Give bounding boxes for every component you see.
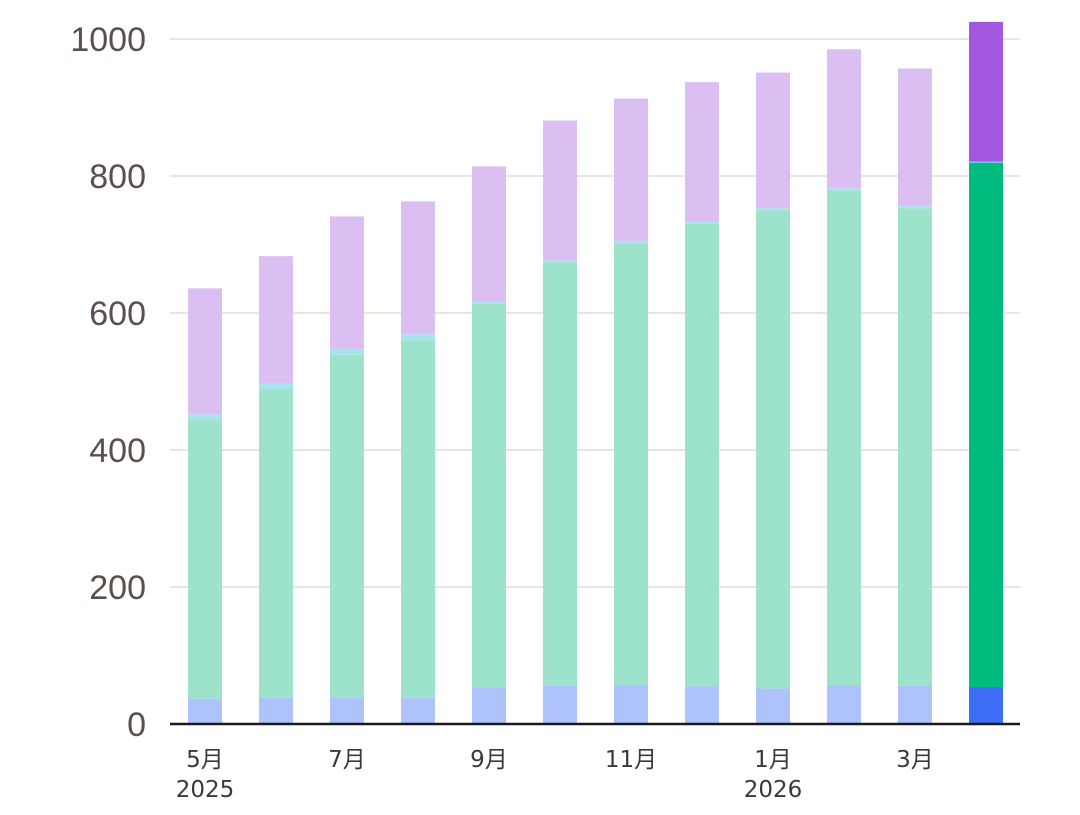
bar-segment-purple xyxy=(898,68,932,207)
x-tick-month-label: 1月 xyxy=(754,747,792,773)
x-tick-month-label: 5月 xyxy=(186,747,224,773)
x-tick-month-label: 9月 xyxy=(470,747,508,773)
bar-segment-green xyxy=(827,190,861,685)
bar-segment-blue xyxy=(401,697,435,724)
bar-stack-2025-11 xyxy=(614,98,648,724)
y-tick-label: 0 xyxy=(127,706,146,744)
bar-segment-purple xyxy=(614,98,648,242)
bar-segment-cyan xyxy=(969,161,1003,163)
bar-segment-purple xyxy=(827,49,861,189)
y-tick-label: 400 xyxy=(89,432,146,470)
bar-stack-2025-05 xyxy=(188,288,222,724)
bar-segment-blue xyxy=(969,687,1003,724)
bar-stack-2026-03 xyxy=(898,68,932,724)
bar-segment-purple xyxy=(969,21,1003,162)
bar-stack-2025-10 xyxy=(543,120,577,724)
grid-lines xyxy=(170,38,1020,588)
bar-segment-blue xyxy=(472,687,506,724)
bar-segment-blue xyxy=(330,697,364,724)
bar-segment-green xyxy=(188,420,222,699)
bar-stack-2025-09 xyxy=(472,166,506,724)
bar-segment-purple xyxy=(259,256,293,384)
bar-segment-blue xyxy=(259,697,293,724)
bar-segment-green xyxy=(969,162,1003,688)
bar-segment-cyan xyxy=(898,206,932,209)
bar-stack-2025-06 xyxy=(259,256,293,724)
bar-segment-cyan xyxy=(259,383,293,390)
bar-segment-blue xyxy=(614,684,648,724)
bar-segment-cyan xyxy=(685,221,719,224)
bar-segment-cyan xyxy=(472,302,506,305)
x-tick-month-label: 11月 xyxy=(605,747,657,773)
bar-segment-purple xyxy=(756,72,790,209)
bar-segment-green xyxy=(472,304,506,688)
bar-stack-2025-12 xyxy=(685,82,719,724)
bars xyxy=(188,21,1003,724)
bar-segment-green xyxy=(685,223,719,687)
bar-segment-green xyxy=(543,262,577,686)
bar-segment-blue xyxy=(188,698,222,724)
bar-segment-cyan xyxy=(756,208,790,211)
bar-segment-purple xyxy=(543,120,577,261)
bar-segment-cyan xyxy=(827,188,861,191)
bar-segment-purple xyxy=(188,288,222,415)
x-tick-month-label: 3月 xyxy=(896,747,934,773)
bar-stack-2026-04 xyxy=(969,21,1003,724)
bar-segment-blue xyxy=(543,685,577,724)
y-tick-label: 600 xyxy=(89,295,146,333)
bar-segment-blue xyxy=(685,686,719,724)
y-axis-tick-labels: 0 200 400 600 800 1000 xyxy=(70,21,146,744)
x-axis-tick-labels: 5月 2025 7月 9月 11月 1月 2026 3月 xyxy=(176,747,934,803)
bar-segment-green xyxy=(614,243,648,685)
x-tick-year-label: 2025 xyxy=(176,777,235,803)
bar-stack-2025-08 xyxy=(401,201,435,724)
x-tick-year-label: 2026 xyxy=(744,777,803,803)
bar-segment-cyan xyxy=(401,334,435,341)
bar-stack-2026-02 xyxy=(827,49,861,724)
bar-segment-cyan xyxy=(543,260,577,263)
bar-segment-cyan xyxy=(614,241,648,244)
bar-segment-blue xyxy=(898,685,932,724)
bar-segment-blue xyxy=(756,688,790,724)
bar-segment-green xyxy=(898,208,932,686)
bar-segment-green xyxy=(259,389,293,698)
bar-segment-purple xyxy=(330,216,364,349)
bar-segment-purple xyxy=(472,166,506,303)
bar-segment-green xyxy=(330,354,364,698)
y-tick-label: 1000 xyxy=(70,21,146,59)
bar-segment-cyan xyxy=(330,348,364,355)
bar-segment-green xyxy=(756,210,790,689)
x-tick-month-label: 7月 xyxy=(328,747,366,773)
y-tick-label: 800 xyxy=(89,158,146,196)
bar-segment-blue xyxy=(827,684,861,724)
bar-segment-green xyxy=(401,340,435,698)
y-tick-label: 200 xyxy=(89,569,146,607)
bar-segment-purple xyxy=(685,82,719,222)
bar-stack-2025-07 xyxy=(330,216,364,724)
bar-segment-purple xyxy=(401,201,435,335)
bar-stack-2026-01 xyxy=(756,72,790,724)
bar-segment-cyan xyxy=(188,414,222,421)
